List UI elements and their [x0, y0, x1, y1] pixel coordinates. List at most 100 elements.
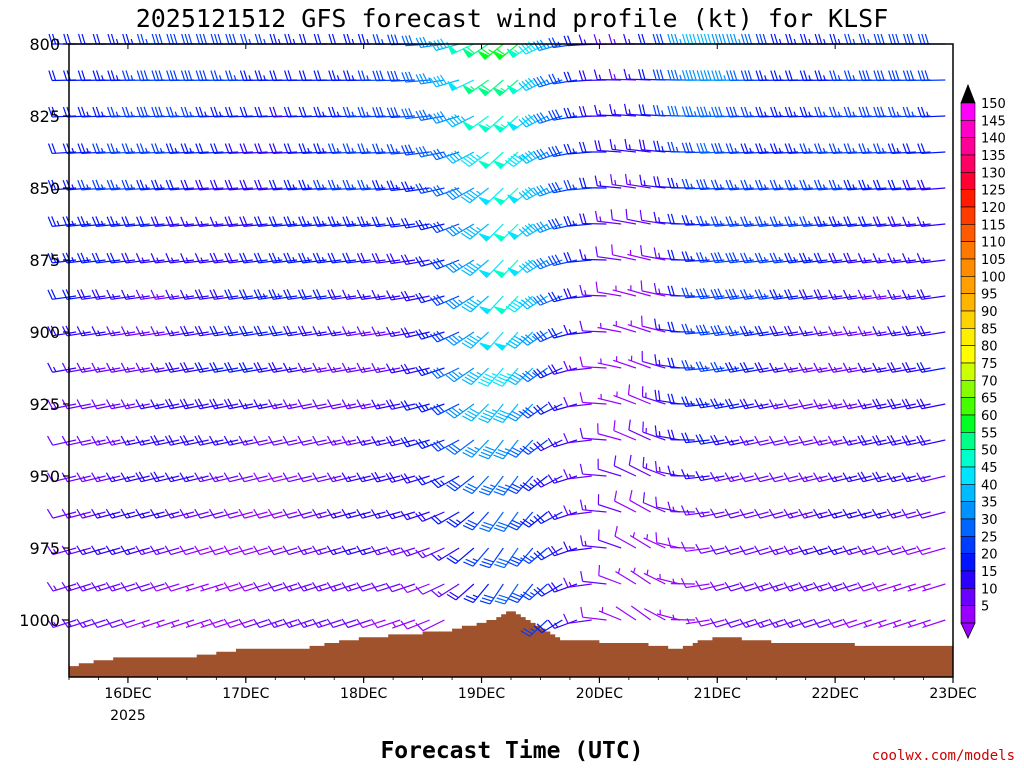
wind-barb: [357, 106, 386, 118]
wind-barb: [667, 537, 695, 549]
wind-barb: [907, 583, 931, 592]
wind-barb: [670, 578, 695, 585]
wind-barb: [563, 396, 592, 408]
wind-barb: [209, 179, 239, 191]
wind-barb: [370, 545, 401, 556]
wind-barb: [579, 499, 607, 513]
colorbar-label: 130: [981, 166, 1006, 181]
wind-barb: [415, 365, 445, 377]
wind-barb: [429, 257, 460, 270]
wind-barb: [356, 508, 386, 519]
wind-barb: [812, 545, 843, 556]
wind-barb: [597, 393, 622, 405]
wind-barb: [624, 138, 651, 153]
wind-barb: [594, 140, 622, 153]
wind-barb: [282, 472, 312, 483]
y-tick-label: 875: [29, 251, 60, 270]
wind-barb: [655, 532, 681, 549]
wind-barb: [798, 472, 828, 483]
wind-barb: [164, 508, 195, 519]
wind-barb: [194, 253, 224, 264]
wind-barb: [76, 362, 106, 373]
colorbar-label: 120: [981, 201, 1006, 216]
wind-barb: [400, 181, 430, 193]
wind-barb: [639, 209, 666, 225]
wind-barb: [372, 143, 401, 155]
wind-barb: [223, 508, 254, 519]
wind-barb: [739, 581, 769, 592]
wind-barb: [783, 325, 813, 337]
wind-barb: [150, 362, 180, 373]
wind-barb: [47, 179, 77, 191]
wind-barb: [878, 619, 902, 629]
wind-barb: [400, 254, 430, 266]
colorbar-label: 50: [981, 444, 998, 459]
wind-barb: [724, 508, 754, 519]
colorbar-swatch: [960, 172, 976, 190]
colorbar-label: 110: [981, 236, 1006, 251]
wind-barb: [643, 569, 666, 585]
wind-barb: [463, 583, 490, 604]
wind-barb: [371, 179, 401, 191]
wind-barb: [507, 115, 534, 131]
wind-barb: [608, 68, 636, 81]
wind-barb: [151, 143, 180, 155]
wind-barb: [238, 582, 268, 592]
wind-barb: [612, 285, 637, 297]
wind-barb: [446, 547, 475, 565]
wind-barb: [135, 289, 165, 300]
wind-barb: [533, 330, 563, 343]
wind-barb: [916, 216, 946, 227]
wind-barb: [843, 252, 872, 264]
wind-barb: [857, 508, 887, 519]
wind-barb: [892, 619, 917, 629]
wind-barb: [120, 545, 150, 556]
wind-barb: [842, 582, 872, 592]
wind-barb: [614, 525, 637, 549]
colorbar-label: 85: [981, 322, 998, 337]
wind-barb: [327, 399, 357, 410]
wind-barb: [842, 545, 872, 556]
wind-barb: [695, 580, 725, 591]
wind-barb: [827, 435, 858, 446]
wind-barb: [312, 289, 342, 300]
wind-barb: [327, 216, 357, 227]
wind-barb: [268, 216, 298, 227]
wind-barb: [327, 143, 357, 155]
wind-barb: [857, 435, 887, 446]
wind-barb: [268, 252, 298, 264]
wind-barb: [371, 289, 401, 301]
wind-barb: [121, 179, 150, 191]
wind-barb: [857, 545, 887, 556]
wind-barb: [106, 252, 136, 264]
wind-barb: [656, 573, 681, 585]
wind-barb: [430, 439, 460, 452]
wind-barb: [223, 545, 254, 556]
wind-barb: [902, 253, 931, 264]
wind-barb: [415, 292, 445, 304]
wind-barb: [149, 582, 180, 592]
wind-barb: [415, 438, 445, 450]
wind-barb: [627, 355, 651, 369]
wind-barb: [533, 583, 563, 597]
wind-barb: [194, 216, 224, 227]
wind-barb: [135, 399, 165, 410]
wind-barb: [76, 508, 106, 519]
wind-barb: [430, 475, 460, 489]
colorbar-label: 150: [981, 97, 1006, 112]
wind-barb: [254, 179, 283, 191]
wind-barb: [533, 511, 563, 525]
wind-barb: [725, 325, 754, 337]
wind-barb: [312, 508, 342, 519]
wind-barb: [415, 619, 445, 632]
wind-barb: [598, 607, 622, 621]
wind-barb: [341, 508, 371, 519]
wind-barb: [282, 362, 312, 373]
wind-barb: [253, 325, 283, 337]
wind-barb: [563, 505, 592, 516]
colorbar-label: 95: [981, 288, 998, 303]
wind-barb: [724, 472, 754, 483]
wind-barb: [579, 249, 607, 261]
wind-barb: [312, 472, 342, 483]
wind-barb: [769, 143, 799, 155]
